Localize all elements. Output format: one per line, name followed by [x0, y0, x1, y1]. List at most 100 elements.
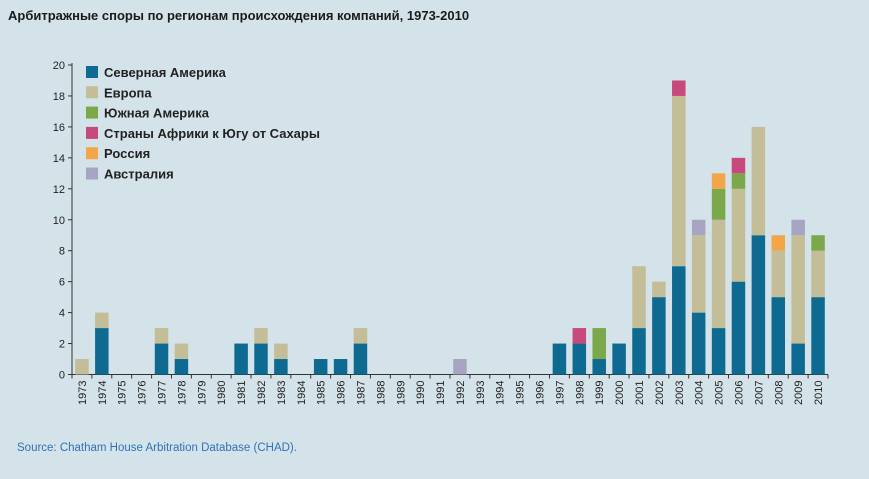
y-tick-label: 18	[53, 91, 65, 103]
bar-segment	[174, 343, 189, 360]
bar-segment	[672, 266, 686, 375]
x-tick-label: 1992	[455, 381, 467, 405]
bar-segment	[652, 281, 666, 298]
y-tick-label: 16	[53, 122, 65, 134]
bar-segment	[811, 235, 825, 251]
y-tick-label: 0	[59, 370, 65, 382]
x-tick-label: 1994	[495, 381, 507, 405]
bar-segment	[333, 359, 348, 375]
bar-segment	[672, 80, 686, 96]
legend-swatch	[86, 106, 98, 119]
legend-swatch	[86, 147, 98, 160]
bar-segment	[672, 95, 686, 267]
legend-label: Страны Африки к Югу от Сахары	[104, 126, 320, 141]
legend-label: Австралия	[104, 167, 174, 182]
bar-segment	[711, 328, 726, 375]
x-tick-label: 1979	[196, 381, 208, 405]
x-tick-label: 1980	[216, 381, 228, 405]
x-tick-label: 1999	[594, 381, 606, 405]
x-tick-label: 1991	[435, 381, 447, 405]
bar-segment	[274, 343, 288, 360]
bar-segment	[771, 250, 786, 298]
x-tick-label: 2009	[793, 381, 805, 405]
bar-segment	[731, 188, 746, 282]
x-tick-label: 1998	[574, 381, 586, 405]
y-tick-label: 20	[53, 60, 65, 72]
bar-segment	[592, 328, 606, 360]
x-tick-label: 2004	[694, 381, 706, 405]
legend-swatch	[86, 66, 98, 78]
bar-segment	[75, 359, 89, 375]
bar-segment	[791, 343, 805, 375]
bar-segment	[751, 235, 766, 375]
bar-segment	[771, 297, 786, 375]
y-tick-label: 8	[59, 246, 65, 258]
bar-segment	[811, 297, 825, 375]
bar-segment	[771, 235, 786, 251]
bar-segment	[612, 343, 626, 375]
x-tick-label: 2001	[634, 381, 646, 405]
x-tick-label: 1985	[316, 381, 328, 405]
y-tick-label: 14	[53, 153, 65, 165]
legend-swatch	[86, 126, 98, 139]
y-tick-label: 4	[59, 308, 65, 320]
x-tick-label: 1973	[77, 381, 89, 405]
legend-swatch	[86, 86, 98, 99]
x-tick-label: 2007	[753, 381, 765, 405]
bar-segment	[731, 157, 746, 174]
legend-label: Южная Америка	[104, 106, 210, 121]
bar-segment	[711, 188, 726, 220]
x-tick-label: 1974	[97, 381, 109, 405]
x-tick-label: 1977	[157, 381, 169, 405]
chart-title: Арбитражные споры по регионам происхожде…	[8, 8, 470, 23]
bar-segment	[274, 359, 288, 375]
bar-segment	[791, 235, 805, 344]
bar-segment	[254, 328, 268, 344]
x-tick-label: 1993	[475, 381, 487, 405]
x-tick-label: 1978	[176, 381, 188, 405]
x-tick-label: 1976	[137, 381, 149, 405]
x-tick-label: 1983	[276, 381, 288, 405]
bar-segment	[632, 328, 646, 375]
x-tick-label: 1990	[415, 381, 427, 405]
bar-segment	[811, 250, 825, 298]
bar-segment	[453, 359, 467, 375]
x-tick-label: 2005	[714, 381, 726, 405]
bar-segment	[652, 297, 666, 375]
x-tick-label: 1981	[236, 381, 248, 405]
y-tick-label: 2	[59, 339, 65, 351]
y-tick-label: 6	[59, 277, 65, 289]
bar-segment	[154, 343, 169, 375]
bar-segment	[731, 281, 746, 375]
bar-segment	[691, 219, 706, 236]
x-tick-label: 2002	[654, 381, 666, 405]
chart-source: Source: Chatham House Arbitration Databa…	[17, 442, 297, 454]
bar-segment	[711, 173, 726, 189]
x-tick-label: 1996	[535, 381, 547, 405]
bar-segment	[791, 219, 805, 236]
legend-label: Россия	[104, 146, 150, 161]
bar-segment	[691, 235, 706, 313]
bar-segment	[234, 343, 248, 375]
x-tick-label: 1989	[395, 381, 407, 405]
x-tick-label: 1982	[256, 381, 268, 405]
x-tick-label: 1988	[375, 381, 387, 405]
legend-swatch	[86, 167, 98, 180]
bar-segment	[751, 126, 766, 236]
x-tick-label: 2010	[813, 381, 825, 405]
x-tick-label: 1995	[515, 381, 527, 405]
bar-segment	[632, 266, 646, 329]
y-tick-label: 10	[53, 215, 65, 227]
x-tick-label: 1987	[355, 381, 367, 405]
bar-segment	[313, 359, 328, 375]
bar-segment	[572, 328, 587, 344]
x-tick-label: 1984	[296, 381, 308, 405]
bar-segment	[691, 312, 706, 375]
bar-segment	[711, 219, 726, 329]
bar-segment	[353, 328, 368, 344]
legend-label: Северная Америка	[104, 65, 227, 80]
bar-segment	[353, 343, 368, 375]
bar-segment	[154, 328, 169, 344]
legend-label: Европа	[104, 85, 152, 100]
